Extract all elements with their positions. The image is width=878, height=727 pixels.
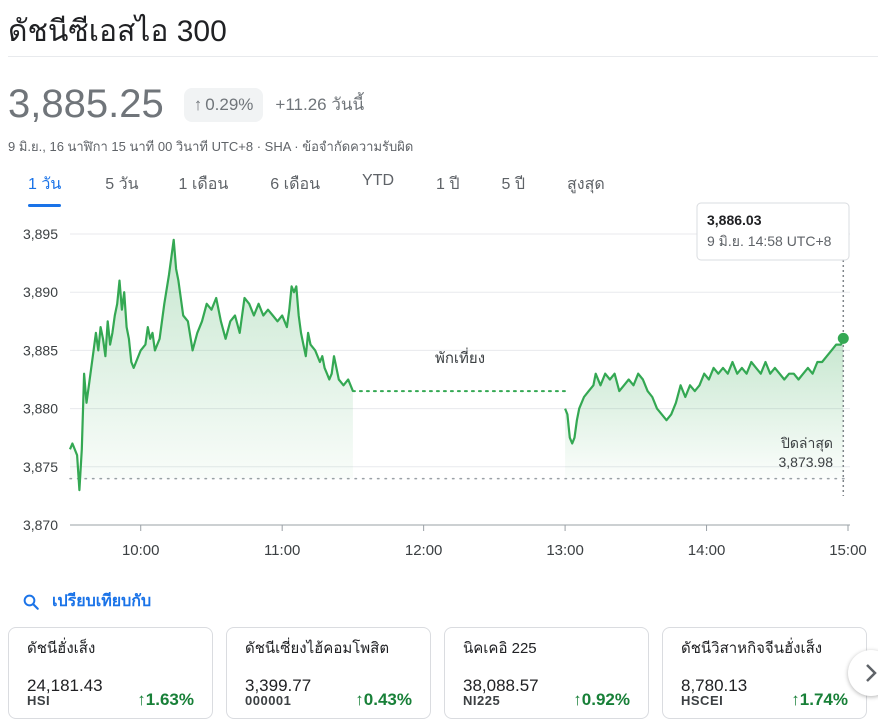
card-change-value: 0.43%: [363, 690, 412, 709]
compare-card[interactable]: ดัชนีฮั่งเส็ง 24,181.43 HSI ↑1.63%: [8, 627, 213, 719]
compare-card[interactable]: นิคเคอิ 225 38,088.57 NI225 ↑0.92%: [444, 627, 649, 719]
arrow-up-icon: ↑: [355, 690, 364, 709]
tab-5y[interactable]: 5 ปี: [501, 176, 526, 193]
y-tick-label: 3,875: [23, 459, 58, 475]
change-percent: 0.29%: [205, 94, 254, 114]
card-code: HSCEI: [681, 692, 724, 708]
current-price: 3,885.25: [8, 82, 164, 126]
card-change: ↑0.43%: [355, 690, 412, 710]
x-tick-label: 10:00: [122, 542, 160, 559]
chart-svg: 3,895 3,890 3,885 3,880 3,875 3,870 10:00 11:00…: [23, 202, 867, 559]
x-tick-label: 12:00: [405, 542, 443, 559]
tooltip-time: 9 มิ.ย. 14:58 UTC+8: [707, 233, 832, 249]
card-code: 000001: [245, 692, 292, 708]
page-title: ดัชนีซีเอสไอ 300: [8, 15, 227, 48]
quote-meta: 9 มิ.ย., 16 นาฬิกา 15 นาที 00 วินาที UTC…: [8, 139, 414, 154]
card-change-value: 1.74%: [799, 690, 848, 709]
change-percent-chip: ↑ 0.29%: [183, 87, 264, 122]
card-code: HSI: [27, 692, 51, 708]
card-name: นิคเคอิ 225: [463, 640, 537, 657]
search-icon: [23, 594, 39, 610]
morning-session-line: [68, 238, 354, 492]
price-row: 3,885.25 ↑ 0.29% +11.26 วันนี้: [8, 82, 364, 127]
card-value: 24,181.43: [27, 676, 103, 695]
tab-5d[interactable]: 5 วัน: [105, 176, 139, 193]
compare-link[interactable]: เปรียบเทียบกับ: [22, 589, 151, 614]
cursor-point: [837, 332, 849, 344]
arrow-up-icon: ↑: [573, 690, 582, 709]
x-tick-label: 14:00: [688, 542, 726, 559]
next-cards-button[interactable]: [848, 650, 878, 696]
compare-card[interactable]: ดัชนีเซี่ยงไฮ้คอมโพสิต 3,399.77 000001 ↑…: [226, 627, 431, 719]
price-chart[interactable]: 3,895 3,890 3,885 3,880 3,875 3,870 10:00 11:00…: [0, 200, 878, 570]
x-tick-label: 13:00: [546, 542, 584, 559]
range-tabs: 1 วัน 5 วัน 1 เดือน 6 เดือน YTD 1 ปี 5 ป…: [28, 172, 605, 207]
card-change-value: 0.92%: [581, 690, 630, 709]
morning-session-area: [70, 239, 353, 491]
arrow-up-icon: ↑: [193, 94, 203, 114]
compare-label: เปรียบเทียบกับ: [52, 593, 152, 610]
x-tick-label: 15:00: [829, 542, 867, 559]
arrow-up-icon: ↑: [791, 690, 800, 709]
card-change: ↑1.74%: [791, 690, 848, 710]
afternoon-session-area: [565, 338, 844, 479]
y-tick-label: 3,885: [23, 342, 58, 358]
tab-max[interactable]: สูงสุด: [567, 176, 605, 193]
card-value: 38,088.57: [463, 676, 539, 695]
arrow-up-icon: ↑: [137, 690, 146, 709]
tab-1y[interactable]: 1 ปี: [436, 176, 460, 193]
y-tick-label: 3,890: [23, 284, 58, 300]
afternoon-session-line: [564, 338, 845, 445]
compare-cards: ดัชนีฮั่งเส็ง 24,181.43 HSI ↑1.63% ดัชนี…: [8, 627, 867, 719]
tab-1m[interactable]: 1 เดือน: [178, 176, 229, 193]
tooltip-box: [696, 202, 850, 261]
y-tick-label: 3,870: [23, 517, 58, 533]
card-name: ดัชนีเซี่ยงไฮ้คอมโพสิต: [245, 640, 390, 657]
y-tick-label: 3,895: [23, 226, 58, 242]
tab-ytd[interactable]: YTD: [362, 172, 395, 189]
card-value: 3,399.77: [245, 676, 312, 695]
card-name: ดัชนีวิสาหกิจจีนฮั่งเส็ง: [681, 640, 823, 657]
chevron-right-icon: [866, 664, 877, 682]
card-change: ↑1.63%: [137, 690, 194, 710]
card-name: ดัชนีฮั่งเส็ง: [27, 640, 96, 657]
tab-6m[interactable]: 6 เดือน: [270, 176, 321, 193]
lunch-break-label: พักเที่ยง: [435, 347, 485, 367]
prev-close-label: ปิดล่าสุด: [780, 435, 833, 452]
card-change: ↑0.92%: [573, 690, 630, 710]
compare-card[interactable]: ดัชนีวิสาหกิจจีนฮั่งเส็ง 8,780.13 HSCEI …: [662, 627, 867, 719]
change-absolute: +11.26 วันนี้: [275, 95, 365, 114]
card-value: 8,780.13: [681, 676, 748, 695]
y-tick-label: 3,880: [23, 401, 58, 417]
tab-1d[interactable]: 1 วัน: [28, 172, 62, 207]
prev-close-value: 3,873.98: [779, 454, 834, 470]
card-change-value: 1.63%: [145, 690, 194, 709]
divider: [8, 56, 878, 57]
card-code: NI225: [463, 692, 501, 708]
x-tick-label: 11:00: [264, 542, 300, 559]
tooltip-value: 3,886.03: [707, 212, 762, 228]
